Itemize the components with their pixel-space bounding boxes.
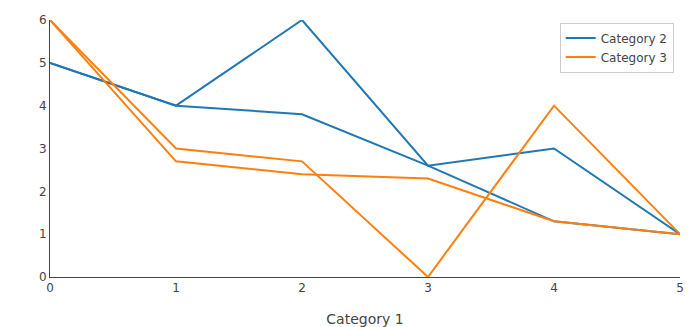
svg-text:0: 0: [39, 270, 47, 284]
svg-text:Category 1: Category 1: [326, 311, 403, 327]
svg-text:1: 1: [172, 281, 180, 295]
svg-text:2: 2: [39, 185, 47, 199]
svg-text:Category 2: Category 2: [601, 32, 667, 46]
svg-text:0: 0: [46, 281, 54, 295]
svg-text:Category 3: Category 3: [601, 51, 667, 65]
svg-text:5: 5: [676, 281, 684, 295]
svg-text:3: 3: [39, 142, 47, 156]
svg-text:4: 4: [550, 281, 558, 295]
svg-text:3: 3: [424, 281, 432, 295]
svg-text:6: 6: [39, 13, 47, 27]
svg-text:4: 4: [39, 99, 47, 113]
svg-text:2: 2: [298, 281, 306, 295]
svg-text:5: 5: [39, 56, 47, 70]
svg-text:1: 1: [39, 227, 47, 241]
